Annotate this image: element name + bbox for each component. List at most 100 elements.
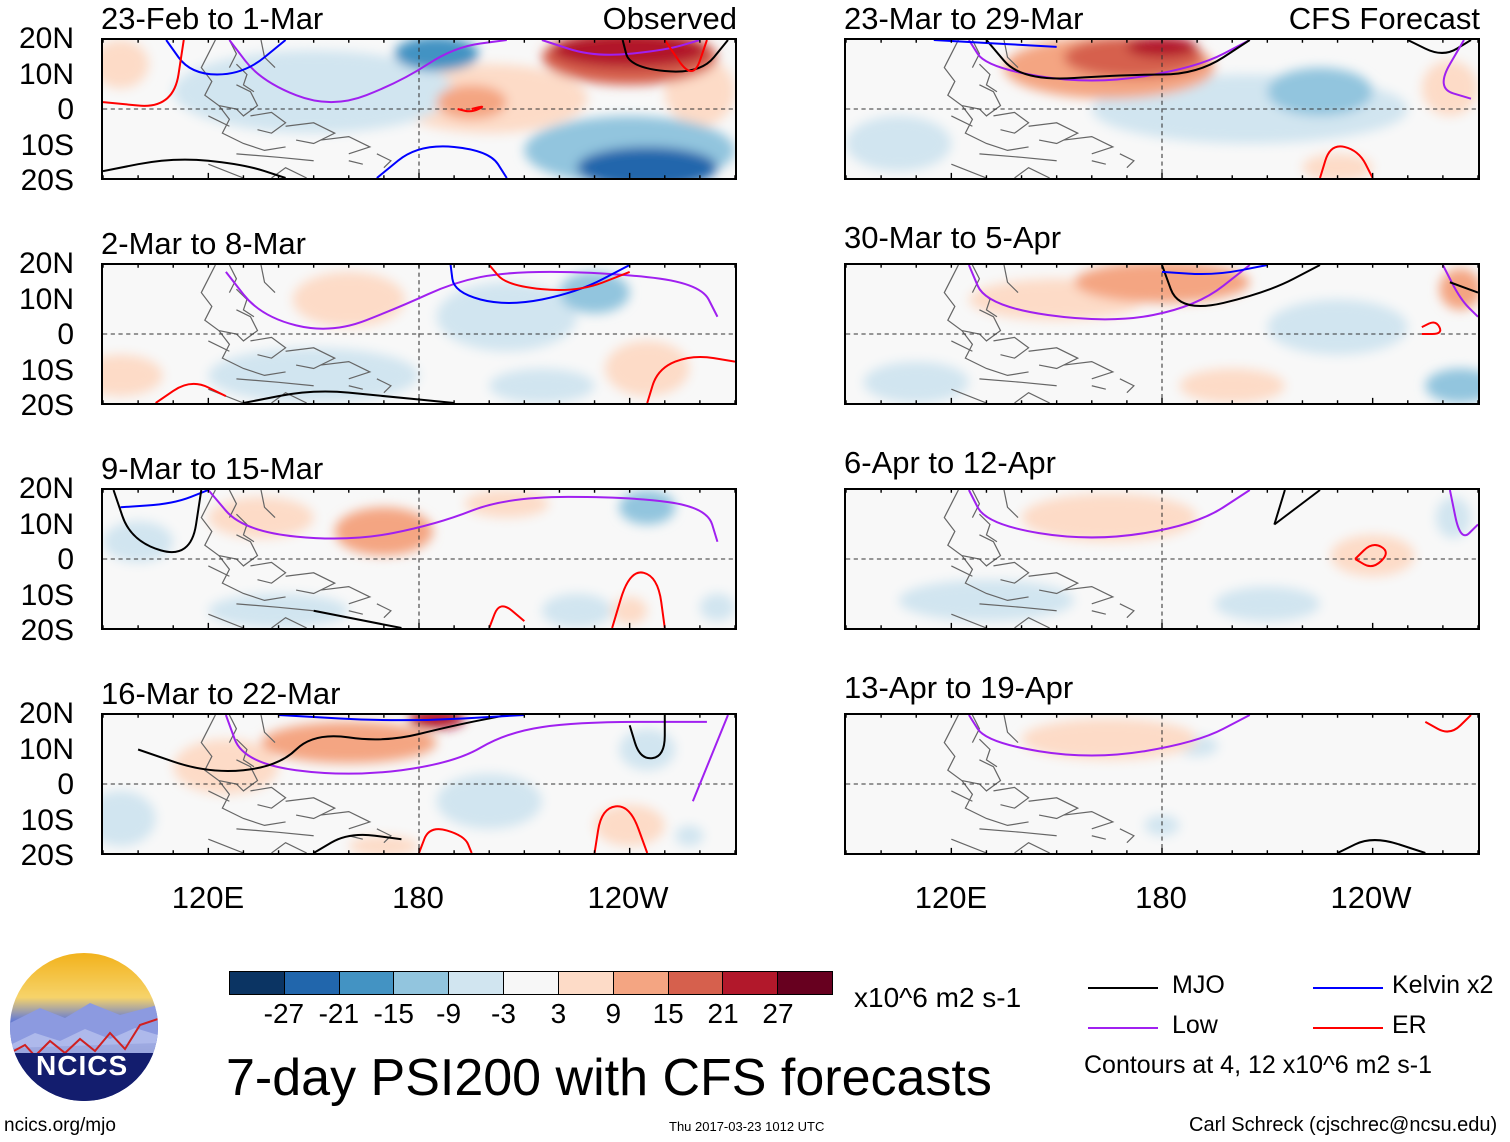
mjo-contour [630, 715, 665, 758]
er-contour [489, 265, 629, 290]
anomaly-blob [619, 490, 676, 525]
er-contour [1422, 323, 1440, 335]
kelvin-contour [279, 715, 525, 720]
anomaly-blob [1302, 153, 1373, 178]
colorbar-tick-label: -21 [318, 998, 360, 1029]
panel-title: 9-Mar to 15-Mar [101, 451, 324, 486]
map-panel [844, 488, 1480, 630]
kelvin-contour [166, 40, 285, 75]
credit: Carl Schreck (cjschrec@ncsu.edu) [1189, 1114, 1498, 1136]
anomaly-blob [1425, 368, 1478, 403]
lon-label: 120W [587, 880, 669, 915]
colorbar-swatch [284, 972, 340, 994]
colorbar-tick-label: -3 [491, 998, 516, 1029]
colorbar-tick-label: 21 [707, 998, 739, 1029]
anomaly-blob [103, 40, 149, 89]
map-panel [101, 38, 737, 180]
units-label: x10^6 m2 s-1 [854, 982, 1022, 1013]
coastline [200, 715, 392, 853]
map-panel [844, 263, 1480, 405]
panel-title: 6-Apr to 12-Apr [844, 445, 1056, 480]
er-contour [489, 606, 524, 628]
logo-text: NCICS [36, 1050, 129, 1081]
anomaly-blob [898, 579, 1075, 622]
ncics-logo [10, 953, 158, 1101]
anomaly-blob [863, 361, 969, 403]
low-contour [229, 40, 506, 102]
er-contour [595, 806, 648, 853]
mjo-contour [138, 715, 507, 771]
anomaly-blob [846, 115, 952, 172]
anomaly-blob [541, 593, 613, 628]
anomaly-blob [261, 721, 437, 764]
map-svg [103, 490, 735, 628]
colorbar-tick-label: 9 [605, 998, 622, 1029]
lat-label: 20S [20, 614, 74, 647]
er-contour [419, 829, 472, 853]
anomaly-blob [208, 347, 419, 403]
er-contour [665, 40, 707, 71]
anomaly-blob [489, 368, 595, 403]
lat-label: 10S [20, 353, 74, 387]
anomaly-blob [1439, 268, 1478, 310]
colorbar-swatch [778, 972, 832, 994]
low-contour [1444, 40, 1471, 99]
legend-label: Kelvin x2 [1392, 971, 1494, 999]
colorbar-tick-label: -27 [263, 998, 305, 1029]
colorbar-swatch [339, 972, 395, 994]
lat-label: 10S [20, 128, 74, 162]
anomaly-blob [394, 40, 479, 72]
anomaly-blob [1330, 534, 1415, 577]
anomaly-blob [103, 790, 156, 847]
anomaly-blob [408, 715, 465, 729]
mjo-contour [314, 835, 402, 853]
lon-label: 120E [914, 880, 988, 915]
colorbar-swatch [668, 972, 724, 994]
map-panel [101, 263, 737, 405]
chart-title: 7-day PSI200 with CFS forecasts [226, 1049, 992, 1107]
anomaly-blob [612, 596, 648, 625]
lat-label: 20S [20, 839, 74, 872]
lat-label: 10N [18, 507, 74, 541]
anomaly-blob [292, 271, 405, 328]
anomaly-blob [1021, 718, 1198, 760]
er-contour [1425, 715, 1471, 732]
lat-label: 10N [18, 282, 74, 316]
panel-tag: Observed [602, 1, 737, 36]
kelvin-contour [121, 490, 209, 507]
er-contour [647, 357, 735, 403]
colorbar-swatch [723, 972, 779, 994]
map-panel [101, 713, 737, 855]
panel-title: 13-Apr to 19-Apr [844, 670, 1074, 705]
er-contour [1355, 545, 1386, 566]
anomaly-blob [675, 825, 704, 847]
kelvin-contour [934, 40, 1057, 47]
er-contour [156, 384, 226, 403]
coastline [200, 40, 392, 178]
anomaly-blob [173, 739, 279, 795]
mjo-contour [114, 490, 202, 552]
anomaly-blob [577, 146, 718, 178]
lon-label: 120W [1330, 880, 1412, 915]
legend-label: ER [1392, 1011, 1427, 1039]
colorbar-swatch [394, 972, 450, 994]
anomaly-blob [436, 282, 577, 352]
kelvin-contour [377, 146, 507, 178]
contour-note: Contours at 4, 12 x10^6 m2 s-1 [1084, 1051, 1433, 1079]
lat-label: 20S [20, 389, 74, 422]
kelvin-contour [1162, 265, 1267, 274]
map-panel [844, 713, 1480, 855]
legend-line-mjo [1088, 987, 1158, 989]
anomaly-blob [1421, 60, 1478, 116]
map-svg [846, 490, 1478, 628]
map-svg [103, 265, 735, 403]
low-contour [1450, 490, 1478, 535]
low-contour [226, 715, 707, 774]
anomaly-blob [208, 593, 349, 628]
timestamp: Thu 2017-03-23 1012 UTC [669, 1119, 825, 1134]
low-contour [969, 265, 1250, 319]
anomaly-blob [1267, 299, 1408, 355]
low-contour [542, 40, 700, 55]
panel-title: 2-Mar to 8-Mar [101, 226, 306, 261]
